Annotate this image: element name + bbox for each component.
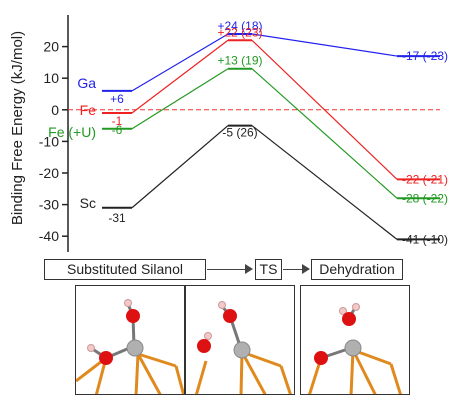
hydrogen-atom [339,307,347,315]
y-tick-label: 20 [43,39,59,55]
value-label: +6 [110,92,124,106]
y-tick-label: 10 [43,70,59,86]
oxygen-atom [99,351,113,365]
value-label: +13 (19) [217,54,262,68]
metal-atom [126,339,144,357]
stage-arrowhead-2 [302,264,310,274]
connector-line [251,125,398,240]
y-tick-label: -20 [39,165,59,181]
y-axis: -40 -30 -20 -10 0 10 20 [39,15,69,252]
y-axis-title: Binding Free Energy (kJ/mol) [9,31,26,225]
stage-label-dehydration: Dehydration [311,259,403,280]
hydrogen-atom [218,301,226,309]
series-name-label: Ga [77,75,96,91]
hydrogen-atom [124,299,132,307]
series-0: Ga +6 +24 (18) -17 (-23) [77,19,448,106]
oxygen-atom [197,339,211,353]
oxygen-atom [314,351,328,365]
value-label: -6 [112,123,123,137]
value-label: -22 (-21) [402,172,448,186]
stage-arrow-2 [283,269,303,271]
y-tick-label: -10 [39,133,59,149]
hydrogen-atom [204,332,212,340]
structure-panel-silanol [75,285,185,395]
connector-line [251,33,398,57]
stage-arrow-1 [207,269,247,271]
connector-line [251,68,398,199]
oxygen-atom [126,309,140,323]
series-name-label: Fe [80,102,97,118]
series-2: Fe (+U) -6 +13 (19) -28 (-22) [48,54,448,206]
connector-line [131,68,229,130]
series-1: Fe -1 +22 (23) -22 (-21) [80,25,448,186]
stage-label-ts: TS [255,259,282,280]
metal-atom [233,341,251,359]
series-name-label: Sc [80,195,96,211]
value-label: +24 (18) [217,19,262,33]
lattice-bonds [76,352,184,394]
value-label: -17 (-23) [402,49,448,63]
structure-panel-dehydration [300,285,410,395]
value-label: -5 (26) [222,126,257,140]
connector-line [131,39,229,114]
connector-line [131,33,229,92]
hydrogen-atom [87,344,95,352]
oxygen-atom [342,312,356,326]
hydrogen-atom [352,303,360,311]
value-label: -31 [108,211,126,225]
series-layer: Ga +6 +24 (18) -17 (-23) Fe -1 +22 (23) -22 (-2… [48,19,448,246]
connector-line [131,125,229,209]
metal-atom [344,339,362,357]
stage-arrowhead-1 [245,264,253,274]
y-tick-label: -30 [39,197,59,213]
value-label: -28 (-22) [402,191,448,205]
oxygen-atom [223,309,237,323]
stage-label-substituted-silanol: Substituted Silanol [44,259,206,280]
structure-panel-ts [185,285,295,395]
series-3: Sc -31 -5 (26) -41 (-10) [80,124,448,246]
connector-line [251,39,398,180]
y-tick-label: -40 [39,228,59,244]
lattice-bonds [195,350,292,394]
value-label: -1 [112,114,123,128]
value-label: +22 (23) [217,25,262,39]
value-label: -41 (-10) [402,232,448,246]
series-name-label: Fe (+U) [48,124,96,140]
y-tick-label: 0 [51,102,59,118]
